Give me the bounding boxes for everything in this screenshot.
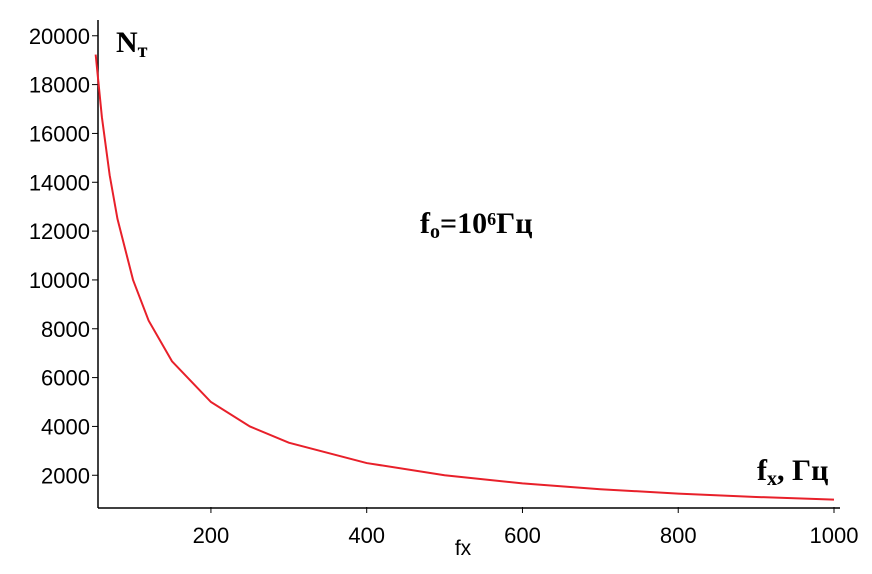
annotation: fo=106Гц [420, 207, 532, 243]
y-tick-label: 10000 [29, 268, 90, 293]
x-tick-label: 1000 [810, 523, 859, 548]
annotation-part: N [116, 26, 138, 59]
y-tick-label: 20000 [29, 24, 90, 49]
annotation-part: т [138, 40, 148, 62]
annotation: Nт [116, 26, 148, 62]
annotation-part: 6 [487, 209, 496, 229]
x-tick-label: 600 [504, 523, 541, 548]
annotation-part: =10 [440, 207, 487, 240]
y-tick-label: 12000 [29, 219, 90, 244]
annotation-part: f [420, 207, 431, 240]
x-tick-label: 200 [193, 523, 230, 548]
annotation-part: o [430, 221, 440, 243]
annotation-part: , Гц [777, 454, 828, 487]
y-tick-label: 4000 [41, 414, 90, 439]
x-tick-label: 800 [660, 523, 697, 548]
y-tick-label: 14000 [29, 170, 90, 195]
annotation: fx, Гц [757, 454, 828, 490]
annotation-part: f [757, 454, 768, 487]
x-tick-label: 400 [348, 523, 385, 548]
y-tick-label: 16000 [29, 121, 90, 146]
y-tick-label: 2000 [41, 463, 90, 488]
annotation-part: x [767, 468, 777, 490]
annotation-part: Гц [496, 207, 532, 240]
y-tick-label: 18000 [29, 73, 90, 98]
y-tick-label: 8000 [41, 317, 90, 342]
y-tick-label: 6000 [41, 366, 90, 391]
curve [94, 54, 835, 501]
x-axis-label: fx [455, 537, 472, 560]
